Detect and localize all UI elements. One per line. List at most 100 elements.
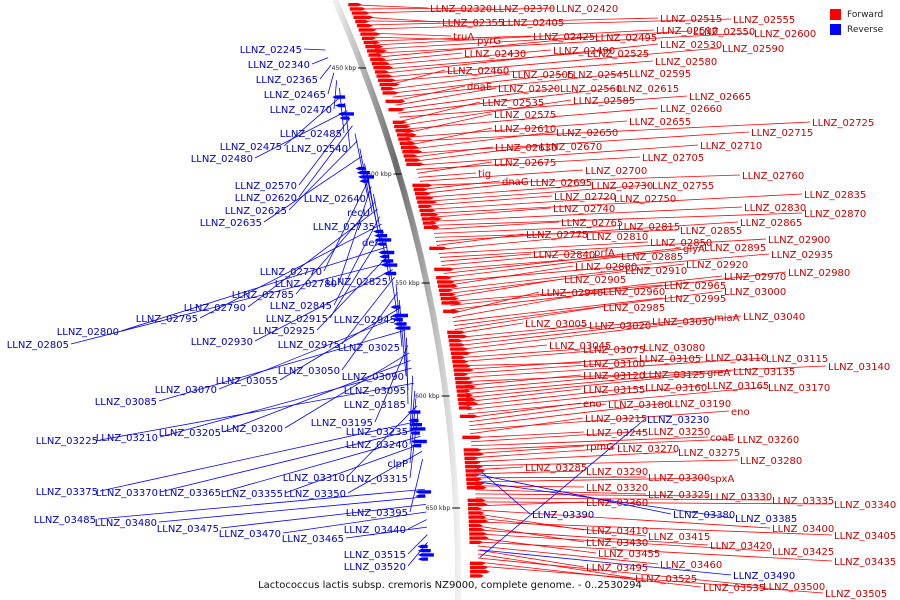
reverse-gene-arrow — [393, 322, 407, 326]
gene-label-llnz-03370: LLNZ_03370 — [96, 488, 158, 499]
forward-gene-arrow — [447, 330, 466, 334]
forward-connector — [391, 73, 566, 94]
gene-label-llnz-02755: LLNZ_02755 — [652, 181, 714, 192]
gene-label-llnz-03245: LLNZ_03245 — [586, 428, 648, 439]
gene-label-llnz-03495: LLNZ_03495 — [586, 563, 648, 574]
reverse-connector — [329, 231, 384, 319]
forward-gene-arrow — [450, 351, 471, 355]
gene-label-coae: coaE — [710, 433, 734, 444]
gene-label-llnz-03230: LLNZ_03230 — [647, 415, 709, 426]
forward-gene-arrow — [400, 145, 419, 150]
gene-label-llnz-03235: LLNZ_03235 — [346, 427, 408, 438]
gene-label-llnz-03100: LLNZ_03100 — [583, 359, 645, 370]
forward-gene-arrow — [399, 141, 416, 145]
forward-connector — [432, 221, 560, 230]
reverse-gene-arrow — [375, 238, 392, 242]
reverse-connector — [288, 140, 358, 211]
forward-gene-arrow — [469, 561, 486, 565]
forward-connector — [395, 87, 497, 106]
forward-connector — [462, 356, 704, 375]
gene-label-llnz-03390: LLNZ_03390 — [532, 510, 594, 521]
gene-label-llnz-02775: LLNZ_02775 — [526, 230, 588, 241]
reverse-connector — [220, 504, 426, 529]
forward-gene-arrow — [440, 297, 459, 301]
forward-gene-arrow — [463, 448, 482, 452]
forward-gene-arrow — [365, 45, 384, 49]
gene-label-llnz-02490: LLNZ_02490 — [553, 46, 615, 57]
gene-label-llnz-02580: LLNZ_02580 — [655, 57, 717, 68]
gene-label-llnz-02835: LLNZ_02835 — [804, 190, 866, 201]
reverse-connector — [479, 418, 646, 558]
gene-label-llnz-02525: LLNZ_02525 — [587, 49, 649, 60]
gene-label-llnz-03480: LLNZ_03480 — [95, 518, 157, 529]
forward-gene-arrow — [458, 402, 479, 406]
gene-label-llnz-03075: LLNZ_03075 — [583, 345, 645, 356]
gene-label-llnz-02895: LLNZ_02895 — [704, 243, 766, 254]
gene-label-llnz-03410: LLNZ_03410 — [586, 526, 648, 537]
gene-label-llnz-03170: LLNZ_03170 — [768, 383, 830, 394]
forward-gene-arrow — [406, 162, 425, 166]
forward-connector — [470, 431, 585, 439]
forward-gene-arrow — [421, 217, 442, 221]
gene-label-dnae: dnaE — [467, 82, 492, 93]
gene-label-llnz-02470: LLNZ_02470 — [270, 105, 332, 116]
gene-label-llnz-03005: LLNZ_03005 — [525, 319, 587, 330]
gene-label-llnz-02540: LLNZ_02540 — [286, 144, 348, 155]
reverse-gene-arrow — [392, 318, 403, 322]
forward-connector — [441, 251, 593, 266]
forward-connector — [433, 225, 617, 234]
forward-connector — [457, 316, 713, 347]
gene-label-llnz-02815: LLNZ_02815 — [618, 222, 680, 233]
forward-connector — [424, 184, 590, 198]
forward-connector — [477, 541, 833, 562]
forward-gene-arrow — [398, 137, 413, 141]
reverse-gene-arrow — [339, 116, 350, 120]
gene-label-llnz-03355: LLNZ_03355 — [221, 489, 283, 500]
forward-gene-arrow — [469, 540, 484, 544]
forward-connector — [462, 357, 765, 379]
forward-connector — [408, 127, 493, 146]
forward-connector — [475, 497, 771, 501]
gene-label-llnz-02930: LLNZ_02930 — [191, 337, 253, 348]
reverse-connector — [316, 254, 390, 331]
gene-label-tig: tig — [478, 169, 491, 180]
forward-connector — [471, 438, 736, 451]
gene-label-llnz-02600: LLNZ_02600 — [754, 29, 816, 40]
gene-label-llnz-03125: LLNZ_03125 — [643, 370, 705, 381]
gene-label-llnz-03000: LLNZ_03000 — [724, 287, 786, 298]
forward-connector — [469, 402, 668, 427]
forward-connector — [370, 36, 476, 41]
forward-gene-arrow — [356, 24, 373, 28]
forward-gene-arrow — [465, 465, 484, 469]
gene-label-llnz-02845: LLNZ_02845 — [270, 301, 332, 312]
forward-gene-arrow — [429, 246, 448, 250]
forward-connector — [377, 36, 594, 58]
reverse-connector — [222, 435, 421, 493]
forward-gene-arrow — [459, 414, 478, 418]
forward-gene-arrow — [412, 183, 433, 187]
forward-gene-arrow — [456, 389, 471, 393]
gene-label-llnz-03260: LLNZ_03260 — [737, 435, 799, 446]
gene-label-llnz-02620: LLNZ_02620 — [235, 193, 297, 204]
forward-gene-arrow — [414, 192, 431, 196]
forward-connector — [473, 470, 585, 475]
forward-gene-arrow — [469, 528, 486, 532]
reverse-connector — [346, 405, 418, 478]
forward-connector — [442, 255, 620, 270]
forward-gene-arrow — [420, 213, 439, 217]
gene-label-trua: truA — [453, 32, 474, 43]
forward-connector — [464, 373, 642, 391]
forward-gene-arrow — [452, 364, 471, 368]
gene-label-llnz-03195: LLNZ_03195 — [311, 418, 373, 429]
gene-label-eno: eno — [731, 407, 750, 418]
forward-connector — [474, 476, 647, 479]
gene-label-llnz-03285: LLNZ_03285 — [525, 463, 587, 474]
forward-connector — [402, 99, 572, 126]
forward-connector — [383, 43, 659, 74]
forward-gene-arrow — [419, 208, 436, 213]
gene-label-llnz-02855: LLNZ_02855 — [680, 226, 742, 237]
gene-label-llnz-02830: LLNZ_02830 — [744, 203, 806, 214]
gene-label-llnz-03250: LLNZ_03250 — [648, 427, 710, 438]
forward-connector — [477, 533, 771, 552]
reverse-gene-arrow — [383, 271, 397, 276]
